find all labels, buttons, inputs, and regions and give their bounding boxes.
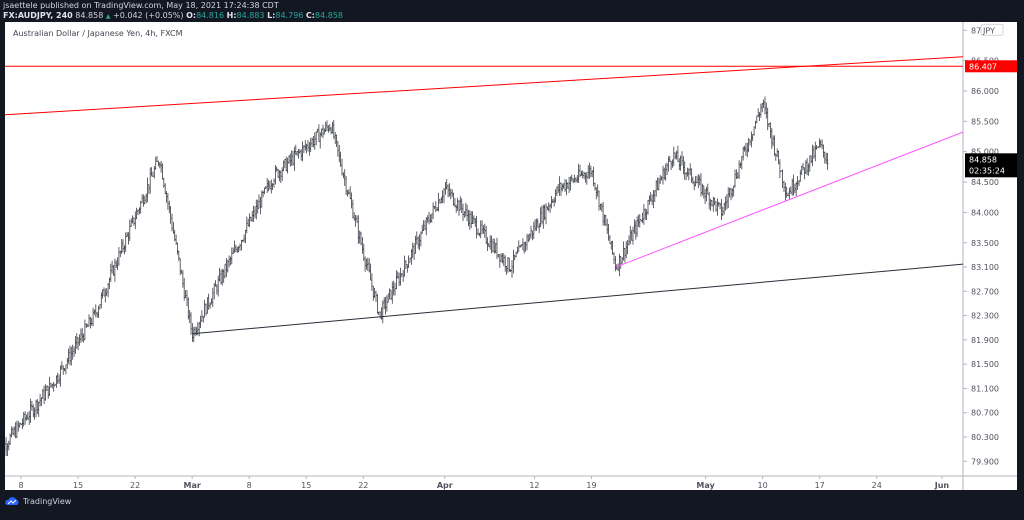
time-tick-label: 12	[529, 481, 539, 490]
time-tick-label: 24	[872, 481, 882, 490]
time-tick-label: 19	[586, 481, 596, 490]
price-tick-label: 82.700	[971, 287, 999, 296]
time-tick-label: 8	[247, 481, 252, 490]
time-tick-label: Apr	[437, 481, 453, 490]
support-trendline-magenta[interactable]	[615, 118, 998, 268]
currency-badge[interactable]	[980, 23, 1004, 36]
up-arrow-icon: ▲	[105, 13, 111, 20]
price-tick-label: 86.000	[971, 87, 999, 96]
symbol-info-line: FX:AUDJPY, 240 84.858 ▲ +0.042 (+0.05%) …	[3, 11, 343, 22]
high-label: H:	[226, 11, 237, 20]
low-label: L:	[267, 11, 276, 20]
price-tick-label: 81.100	[971, 384, 999, 393]
time-tick-label: Jun	[934, 481, 950, 490]
close-value: 84.858	[315, 11, 343, 20]
tradingview-logo[interactable]: TradingView	[4, 496, 71, 506]
publish-header: jsaettele published on TradingView.com, …	[0, 0, 1024, 22]
time-tick-label: 17	[815, 481, 825, 490]
chart-title: Australian Dollar / Japanese Yen, 4h, FX…	[13, 29, 183, 38]
time-tick-label: 10	[758, 481, 768, 490]
price-tick-label: 82.300	[971, 312, 999, 321]
time-tick-label: 15	[73, 481, 83, 490]
last-price: 84.858	[75, 11, 104, 20]
publisher-line: jsaettele published on TradingView.com, …	[3, 1, 279, 10]
footer: TradingView	[0, 490, 1024, 520]
plot-area[interactable]	[5, 55, 998, 463]
price-tick-label: 81.900	[971, 336, 999, 345]
price-tick-label: 81.500	[971, 360, 999, 369]
high-value: 84.883	[236, 11, 265, 20]
ohlc-bars	[5, 96, 829, 457]
low-value: 84.796	[275, 11, 304, 20]
price-tick-label: 84.500	[971, 178, 999, 187]
price-tick-label: 87	[971, 26, 981, 35]
upper-trendline[interactable]	[5, 55, 998, 116]
chart-panel[interactable]: 8786.50086.00085.50085.00084.50084.00083…	[5, 22, 1017, 490]
time-tick-label: 8	[18, 481, 23, 490]
time-tick-label: Mar	[183, 481, 200, 490]
cloud-icon	[5, 497, 19, 505]
price-chart[interactable]: 8786.50086.00085.50085.00084.50084.00083…	[5, 22, 1017, 490]
brand-label: TradingView	[23, 496, 72, 506]
open-label: O:	[186, 11, 197, 20]
price-tick-label: 85.500	[971, 117, 999, 126]
open-value: 84.816	[196, 11, 225, 20]
price-tick-label: 80.300	[971, 433, 999, 442]
price-tick-label: 83.100	[971, 263, 999, 272]
horizontal-line-price-badge	[965, 60, 1017, 73]
time-tick-label: 15	[301, 481, 311, 490]
currency-label: JPY	[982, 26, 995, 35]
price-change: +0.042 (+0.05%)	[113, 11, 184, 20]
price-tick-label: 83.500	[971, 239, 999, 248]
price-tick-label: 85.000	[971, 148, 999, 157]
price-tick-label: 84.000	[971, 208, 999, 217]
lower-trendline[interactable]	[192, 261, 998, 335]
price-tick-label: 79.900	[971, 457, 999, 466]
time-tick-label: 22	[130, 481, 140, 490]
bar-countdown-label: 02:35:24	[969, 166, 1005, 175]
last-price-badge	[965, 153, 1017, 178]
horizontal-line-price-label: 86.407	[969, 62, 997, 71]
price-tick-label: 80.700	[971, 409, 999, 418]
symbol-label: FX:AUDJPY, 240	[3, 11, 73, 20]
last-price-label: 84.858	[969, 155, 997, 164]
time-tick-label: May	[696, 481, 715, 490]
time-tick-label: 22	[358, 481, 368, 490]
close-label: C:	[305, 11, 315, 20]
